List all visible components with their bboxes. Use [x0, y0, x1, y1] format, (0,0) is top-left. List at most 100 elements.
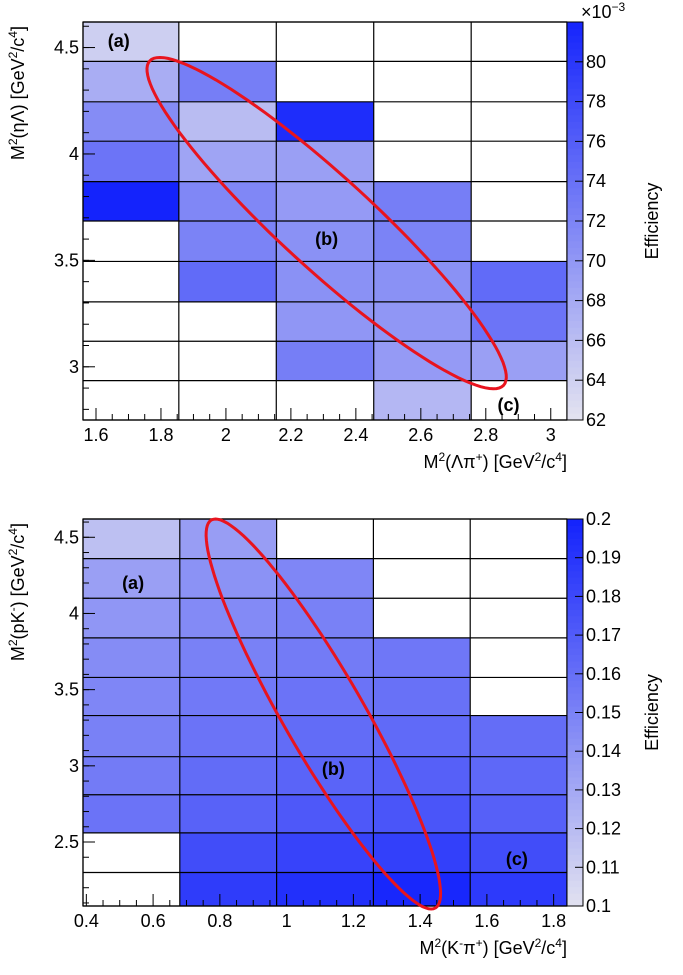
colorbar-segment — [567, 307, 583, 315]
heatmap-cell — [373, 637, 471, 678]
colorbar-segment — [567, 867, 583, 875]
colorbar-segment — [567, 380, 583, 388]
heatmap-cell — [178, 261, 277, 302]
colorbar-tick-label: 0.19 — [586, 548, 621, 568]
region-label: (a) — [122, 573, 144, 593]
x-tick-label: 0.6 — [141, 911, 166, 931]
x-axis-label-part: /c — [541, 938, 555, 958]
colorbar-segment — [567, 260, 583, 268]
colorbar-segment — [567, 731, 583, 739]
heatmap-cell — [276, 341, 374, 381]
colorbar-segment — [567, 686, 583, 694]
y-axis-label-part: ] — [8, 26, 28, 31]
colorbar-segment — [567, 544, 583, 552]
heatmap-panel-2: 0.4 0.6 0.8 1 1.2 1.4 1.6 1.8 2.5 3 3.5 4 4.5 0.1 0.11… — [6, 509, 662, 958]
x-axis-label-part: (K — [441, 938, 459, 958]
colorbar-segment — [567, 333, 583, 341]
x-axis-label-part: + — [476, 936, 483, 950]
colorbar-segment — [567, 174, 583, 182]
heatmap-cell — [470, 794, 567, 833]
x-tick-label: 2 — [221, 425, 231, 445]
colorbar-segment — [567, 101, 583, 109]
colorbar-segment — [567, 68, 583, 76]
colorbar-tick-label: 78 — [586, 92, 606, 112]
colorbar-tick-label: 74 — [586, 171, 606, 191]
colorbar-segment — [567, 880, 583, 888]
colorbar-tick-label: 64 — [586, 370, 606, 390]
x-tick-label: 1.8 — [541, 911, 566, 931]
region-label: (b) — [322, 759, 345, 779]
y-axis-label: M2(pK-) [GeV2/c4] — [6, 523, 28, 661]
heatmap-cell — [373, 181, 472, 221]
colorbar-segment — [567, 693, 583, 701]
y-tick-label: 4 — [69, 603, 79, 623]
heatmap-cell — [83, 519, 180, 559]
colorbar-tick-label: 0.12 — [586, 819, 621, 839]
colorbar-segment — [567, 783, 583, 791]
colorbar-segment — [567, 699, 583, 707]
colorbar-segment — [567, 577, 583, 584]
colorbar-segment — [567, 300, 583, 308]
colorbar-segment — [567, 194, 583, 202]
colorbar-tick-label: 0.11 — [586, 857, 620, 877]
colorbar-segment — [567, 648, 583, 655]
colorbar-segment — [567, 602, 583, 610]
heatmap-cell — [471, 261, 567, 302]
colorbar-segment — [567, 809, 583, 817]
colorbar-segment — [567, 596, 583, 604]
x-axis-label-part: M — [423, 452, 438, 472]
heatmap-cell — [83, 101, 179, 142]
y-axis-label-part: M — [8, 145, 28, 160]
x-axis-label-part: ] — [562, 938, 567, 958]
colorbar-segment — [567, 519, 583, 526]
colorbar-tick-label: 80 — [586, 52, 606, 72]
y-axis-label-part: /c — [8, 535, 28, 549]
colorbar-segment — [567, 48, 583, 56]
heatmap-cell — [179, 715, 277, 757]
y-tick-label: 4.5 — [54, 38, 79, 58]
colorbar-segment — [567, 274, 583, 282]
colorbar-segment — [567, 757, 583, 765]
heatmap-cell — [276, 794, 374, 833]
heatmap-cell — [178, 101, 277, 142]
heatmap-cell — [471, 301, 567, 342]
heatmap-cell — [179, 756, 277, 795]
y-axis-label-part: - — [6, 607, 20, 611]
region-label: (b) — [315, 229, 338, 249]
colorbar-segment — [567, 366, 583, 375]
colorbar-segment — [567, 570, 583, 578]
colorbar-tick-label: 0.2 — [586, 509, 611, 529]
colorbar-segment — [567, 201, 583, 209]
colorbar-segment — [567, 88, 583, 96]
heatmap-cell — [83, 756, 180, 795]
colorbar-segment — [567, 589, 583, 597]
colorbar-segment — [567, 751, 583, 759]
colorbar-segment — [567, 712, 583, 720]
y-axis-label-part: 4 — [6, 528, 20, 535]
heatmap-cell — [276, 301, 374, 342]
heatmap-cell — [276, 677, 374, 716]
y-axis-label-part: (pK — [8, 611, 28, 639]
x-axis-label: M2(K-π+) [GeV2/c4] — [419, 936, 567, 958]
colorbar-segment — [567, 240, 583, 249]
heatmap-cell — [276, 101, 374, 142]
colorbar-segment — [567, 340, 583, 348]
x-axis-label-part: ) [GeV — [483, 452, 535, 472]
colorbar-tick-label: 66 — [586, 330, 606, 350]
heatmap-cell — [470, 832, 567, 873]
y-axis-label-part: (ηΛ) [GeV — [8, 58, 28, 138]
colorbar-axis-label: Efficiency — [642, 183, 662, 260]
colorbar-segment — [567, 128, 583, 136]
y-axis-label-part: 2 — [6, 548, 20, 555]
colorbar-segment — [567, 181, 583, 189]
colorbar-segment — [567, 667, 583, 675]
x-axis-label-part: + — [476, 450, 483, 464]
heatmap-cell — [179, 794, 277, 833]
colorbar-segment — [567, 835, 583, 842]
colorbar-segment — [567, 41, 583, 50]
heatmap-cell — [276, 715, 374, 757]
colorbar-segment — [567, 789, 583, 797]
colorbar-multiplier: ×10−3 — [581, 0, 626, 22]
colorbar-segment — [567, 247, 583, 255]
